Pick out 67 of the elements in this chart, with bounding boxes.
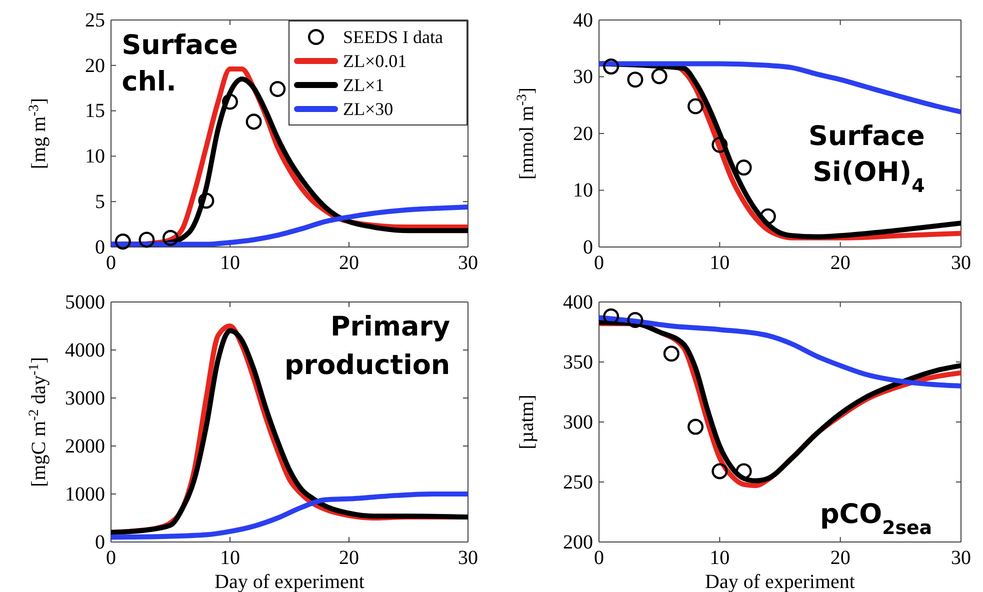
y-tick-label: 30 — [573, 66, 593, 88]
annotation: chl. — [122, 66, 176, 98]
y-tick-label: 15 — [85, 100, 105, 122]
x-axis-title: Day of experiment — [705, 571, 856, 592]
point — [270, 81, 286, 98]
point — [663, 346, 680, 362]
legend-label: ZL×0.01 — [343, 51, 407, 71]
y-tick-label: 300 — [563, 411, 593, 434]
point — [736, 160, 752, 176]
y-tick-label: 350 — [563, 351, 593, 374]
x-tick-label: 10 — [220, 252, 240, 274]
point — [627, 72, 644, 88]
point — [712, 463, 728, 480]
point — [627, 312, 644, 328]
point — [760, 208, 776, 224]
y-tick-label: 0 — [95, 236, 105, 258]
point — [712, 136, 728, 153]
annotation: pCO$_{2sea}$ — [820, 498, 932, 539]
x-axis-title: Day of experiment — [214, 571, 365, 592]
point — [222, 94, 238, 110]
x-tick-label: 20 — [830, 252, 850, 274]
point — [138, 232, 155, 248]
y-tick-label: 20 — [573, 122, 593, 145]
y-tick-label: 40 — [573, 9, 593, 32]
legend-label: SEEDS I data — [343, 27, 443, 47]
y-tick-label: 200 — [563, 531, 593, 554]
y-tick-label: 5 — [95, 191, 105, 213]
x-tick-label: 30 — [458, 547, 478, 570]
point — [603, 58, 620, 75]
x-tick-label: 20 — [339, 547, 359, 570]
x-tick-label: 30 — [951, 252, 971, 274]
point — [688, 98, 704, 114]
y-tick-label: 0 — [583, 236, 593, 258]
y-tick-label: 0 — [95, 531, 105, 554]
y-tick-label: 250 — [563, 471, 593, 494]
y-axis-title: [µatm] — [516, 394, 538, 450]
legend-label: ZL×30 — [343, 99, 394, 119]
point — [688, 418, 704, 435]
point — [651, 68, 668, 84]
annotation: Surface — [808, 120, 925, 152]
annotation: Si(OH)$_{4}$ — [812, 157, 925, 198]
y-tick-label: 25 — [85, 9, 105, 32]
annotation: production — [284, 350, 450, 381]
point — [198, 192, 214, 209]
y-tick-label: 10 — [85, 146, 105, 168]
y-tick-label: 3000 — [65, 387, 105, 410]
y-tick-label: 5000 — [65, 291, 105, 314]
point — [162, 230, 179, 246]
x-tick-label: 20 — [830, 547, 850, 570]
x-tick-label: 30 — [951, 547, 971, 570]
point — [246, 114, 262, 130]
point — [114, 234, 131, 250]
y-tick-label: 10 — [573, 180, 593, 202]
y-tick-label: 4000 — [65, 339, 105, 362]
x-tick-label: 20 — [339, 252, 359, 274]
x-tick-label: 10 — [710, 252, 730, 274]
point — [736, 463, 752, 480]
y-tick-label: 2000 — [65, 435, 105, 458]
x-tick-label: 10 — [710, 547, 730, 570]
annotation: Surface — [122, 30, 238, 62]
y-tick-label: 20 — [85, 54, 105, 77]
annotation: Primary — [330, 312, 451, 343]
y-tick-label: 400 — [563, 291, 593, 314]
x-tick-label: 30 — [458, 252, 478, 274]
y-tick-label: 1000 — [65, 483, 105, 506]
legend-label: ZL×1 — [343, 75, 384, 95]
x-tick-label: 10 — [220, 547, 240, 570]
